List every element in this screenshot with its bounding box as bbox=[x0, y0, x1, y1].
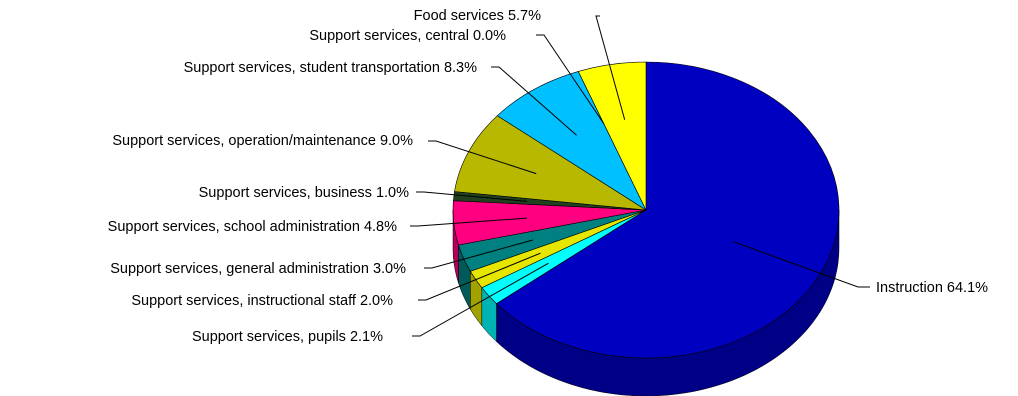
slice-label-0: Instruction 64.1% bbox=[876, 280, 988, 296]
slice-label-6: Support services, operation/maintenance … bbox=[112, 133, 413, 149]
leader-line-8 bbox=[536, 34, 605, 125]
leader-line-1 bbox=[412, 262, 549, 337]
leader-line-0 bbox=[733, 241, 870, 288]
pie-side-layer bbox=[452, 209, 840, 396]
slice-label-1: Support services, pupils 2.1% bbox=[192, 329, 383, 345]
pie-slice-7 bbox=[496, 71, 647, 211]
slice-label-8: Support services, central 0.0% bbox=[309, 28, 506, 44]
slice-label-2: Support services, instructional staff 2.… bbox=[131, 293, 393, 309]
leader-line-5 bbox=[416, 191, 527, 202]
leader-line-6 bbox=[428, 140, 537, 175]
leader-lines bbox=[410, 15, 870, 337]
leader-line-4 bbox=[410, 217, 527, 227]
slice-labels: Instruction 64.1% Support services, pupil… bbox=[108, 8, 988, 345]
leader-line-7 bbox=[491, 66, 577, 136]
leader-line-9 bbox=[595, 15, 626, 120]
slice-label-5: Support services, business 1.0% bbox=[199, 185, 409, 201]
pie-top-layer bbox=[452, 61, 840, 359]
slice-label-9: Food services 5.7% bbox=[414, 8, 541, 24]
slice-label-3: Support services, general administration… bbox=[110, 261, 406, 277]
slice-label-4: Support services, school administration … bbox=[108, 219, 397, 235]
pie-slice-9 bbox=[577, 61, 647, 211]
leader-line-2 bbox=[418, 252, 541, 301]
leader-line-3 bbox=[424, 239, 534, 269]
slice-label-7: Support services, student transportation… bbox=[184, 60, 477, 76]
